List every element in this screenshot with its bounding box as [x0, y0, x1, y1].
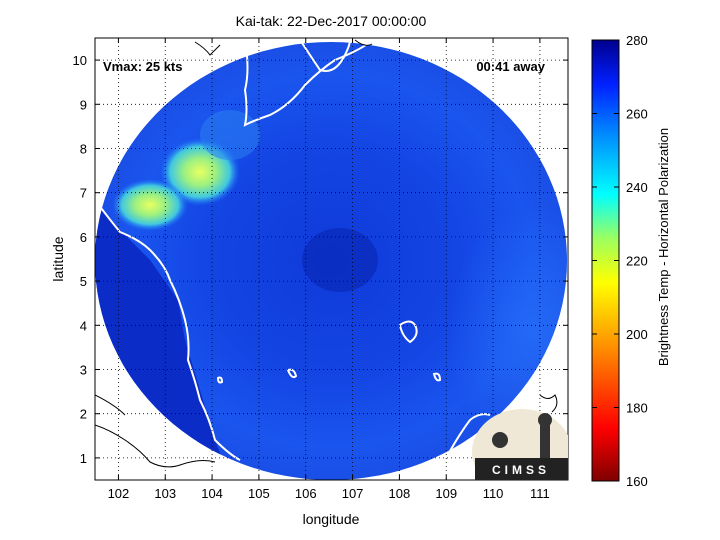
x-tick-label: 105: [248, 486, 270, 501]
colorbar-label: Brightness Temp - Horizontal Polarizatio…: [656, 128, 671, 366]
land-outline: [95, 39, 558, 468]
x-tick-label: 110: [483, 486, 504, 501]
colorbar-tick-label: 220: [626, 254, 648, 269]
plot-title: Kai-tak: 22-Dec-2017 00:00:00: [236, 13, 427, 29]
y-axis-ticks: 1 2 3 4 5 6 7 8 9 10: [73, 53, 568, 466]
vortex-center: [302, 228, 378, 292]
x-tick-label: 107: [342, 486, 364, 501]
x-tick-label: 111: [530, 486, 550, 501]
colorbar-tick-label: 200: [626, 327, 648, 342]
cloud-band: [200, 110, 260, 160]
colorbar-tick-label: 160: [626, 474, 648, 489]
x-tick-label: 102: [108, 486, 130, 501]
colorbar-tick-label: 280: [626, 33, 648, 48]
colorbar-tick-label: 180: [626, 401, 648, 416]
x-axis-ticks: 102 103 104 105 106 107 108 109 110 111: [108, 38, 550, 501]
x-tick-label: 108: [389, 486, 411, 501]
y-tick-label: 10: [73, 53, 87, 68]
east-band: [360, 140, 567, 460]
y-tick-label: 4: [80, 318, 87, 333]
y-tick-label: 7: [80, 186, 87, 201]
y-tick-label: 1: [80, 451, 87, 466]
x-tick-label: 103: [154, 486, 176, 501]
x-tick-label: 109: [435, 486, 457, 501]
cold-cloud-west: [112, 179, 188, 231]
colorbar-ticks: 280 260 240 220 200 180 160: [592, 33, 648, 489]
x-tick-label: 104: [201, 486, 223, 501]
colorbar-tick-label: 240: [626, 180, 648, 195]
y-axis-label: latitude: [50, 236, 66, 281]
away-label: 00:41 away: [476, 59, 545, 74]
cimss-logo: CIMSS: [472, 409, 568, 480]
colorbar-tick-label: 260: [626, 107, 648, 122]
plot-border: [94, 37, 569, 481]
logo-text: CIMSS: [492, 463, 550, 477]
y-tick-label: 9: [80, 97, 87, 112]
grid-lines: [95, 38, 568, 480]
y-tick-label: 6: [80, 230, 87, 245]
x-tick-label: 106: [295, 486, 317, 501]
y-tick-label: 3: [80, 363, 87, 378]
x-axis-label: longitude: [303, 511, 360, 527]
y-tick-label: 5: [80, 274, 87, 289]
y-tick-label: 2: [80, 407, 87, 422]
vmax-label: Vmax: 25 kts: [103, 59, 183, 74]
y-tick-label: 8: [80, 142, 87, 157]
